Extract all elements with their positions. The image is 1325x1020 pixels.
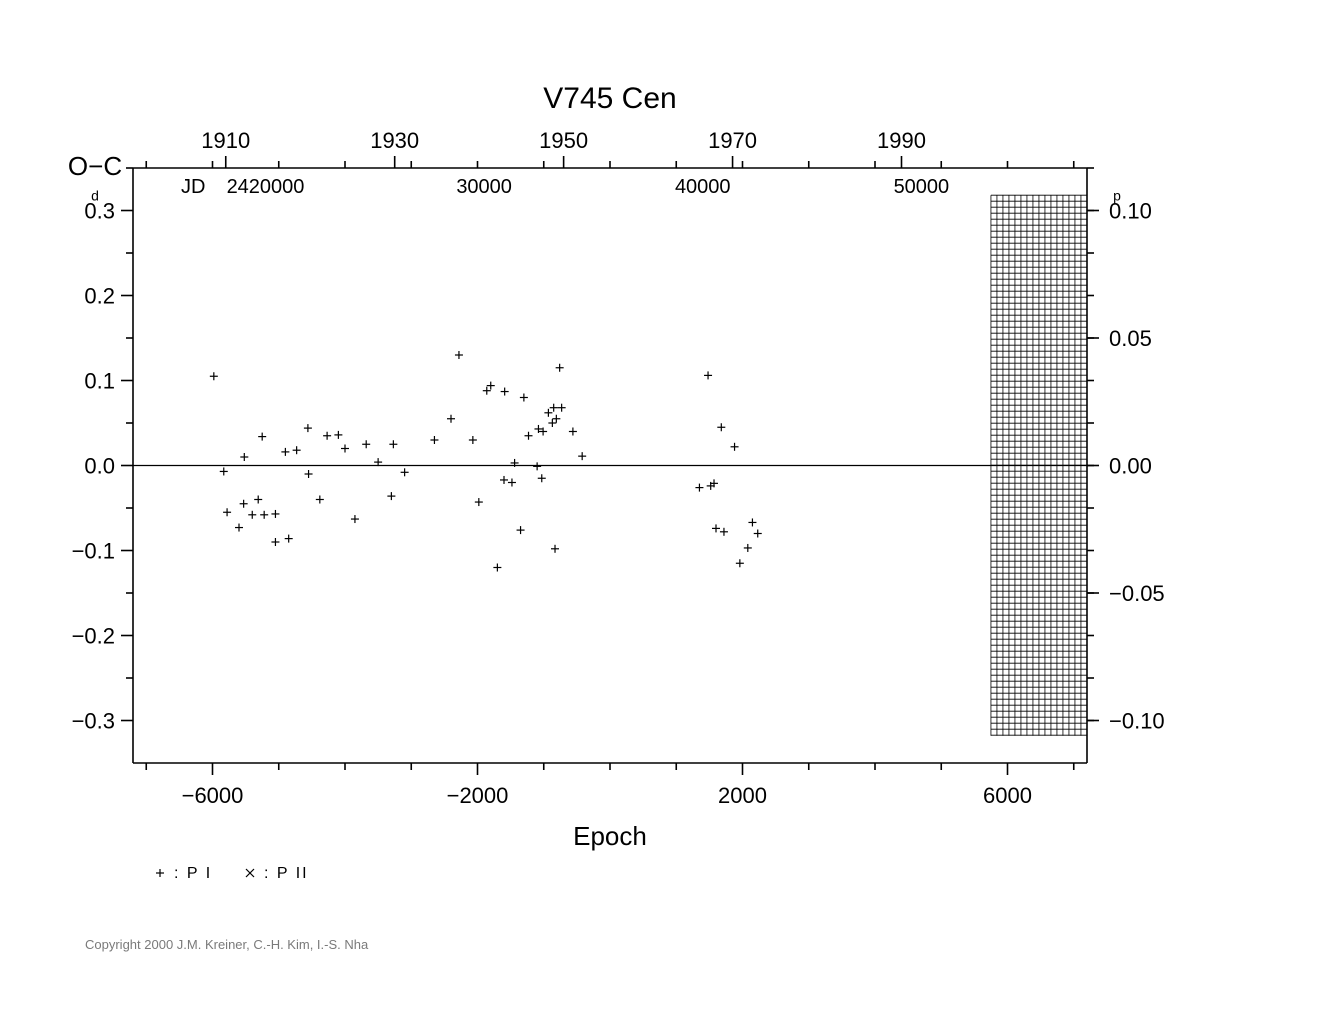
- svg-text:: P I: : P I: [174, 865, 212, 882]
- svg-text:d: d: [91, 188, 99, 204]
- oc-scatter-chart: −6000 −2000 2000 6000 Epoch 1910 1930 1950 1970 1…: [0, 0, 1325, 1020]
- svg-text:−2000: −2000: [447, 783, 509, 808]
- svg-text:30000: 30000: [456, 176, 512, 198]
- svg-text:−0.10: −0.10: [1109, 709, 1165, 734]
- svg-text:0.00: 0.00: [1109, 454, 1152, 479]
- svg-text:2420000: 2420000: [227, 176, 305, 198]
- svg-text:1970: 1970: [708, 128, 757, 153]
- svg-text:JD: JD: [181, 176, 205, 198]
- svg-text:0.3: 0.3: [84, 199, 115, 224]
- svg-text:Epoch: Epoch: [573, 821, 647, 851]
- svg-text:1910: 1910: [201, 128, 250, 153]
- svg-text:O−C: O−C: [68, 151, 122, 181]
- svg-text:−0.3: −0.3: [72, 709, 115, 734]
- svg-text:0.2: 0.2: [84, 284, 115, 309]
- svg-text:−0.1: −0.1: [72, 539, 115, 564]
- svg-text:1950: 1950: [539, 128, 588, 153]
- svg-text:6000: 6000: [983, 783, 1032, 808]
- svg-text:0.0: 0.0: [84, 454, 115, 479]
- svg-text:−6000: −6000: [182, 783, 244, 808]
- svg-text:0.05: 0.05: [1109, 326, 1152, 351]
- svg-text:p: p: [1113, 188, 1121, 204]
- svg-text:−0.05: −0.05: [1109, 581, 1165, 606]
- svg-text:−0.2: −0.2: [72, 624, 115, 649]
- svg-text:50000: 50000: [894, 176, 950, 198]
- svg-text:1930: 1930: [370, 128, 419, 153]
- svg-text:40000: 40000: [675, 176, 731, 198]
- svg-text:0.1: 0.1: [84, 369, 115, 394]
- svg-text:2000: 2000: [718, 783, 767, 808]
- svg-text:: P II: : P II: [264, 865, 309, 882]
- copyright-text: Copyright 2000 J.M. Kreiner, C.-H. Kim, …: [85, 937, 368, 952]
- svg-text:V745 Cen: V745 Cen: [543, 82, 676, 115]
- svg-text:1990: 1990: [877, 128, 926, 153]
